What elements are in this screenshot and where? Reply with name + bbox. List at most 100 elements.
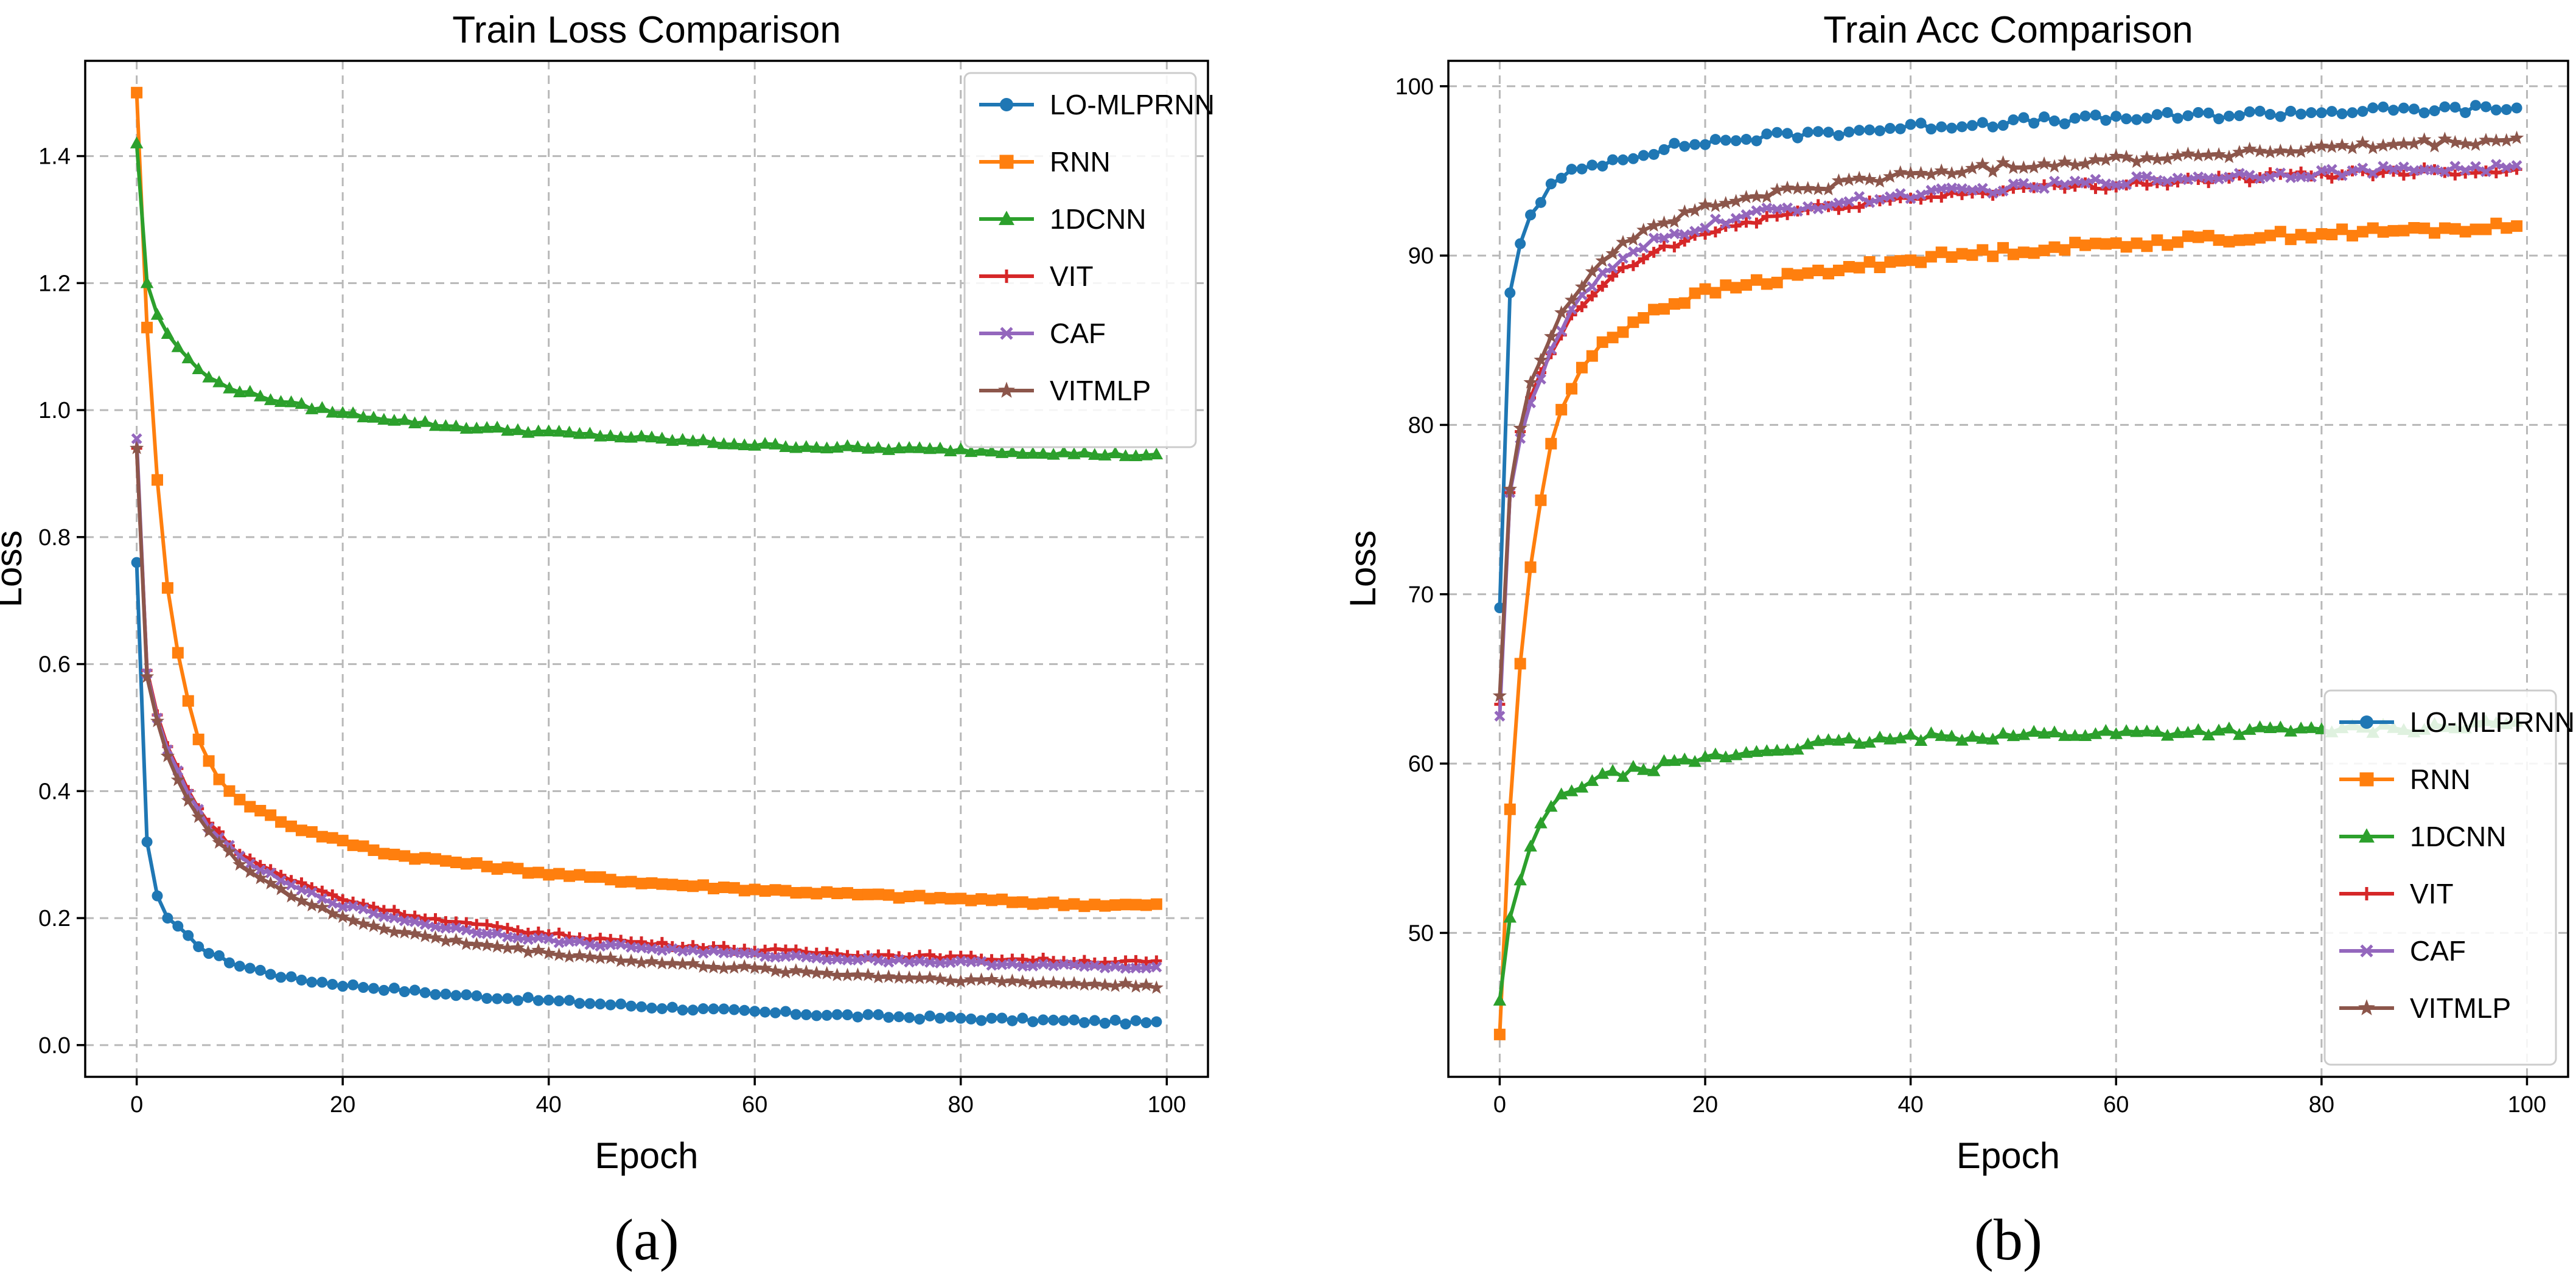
data-point	[1956, 189, 1968, 200]
data-point	[2089, 237, 2101, 249]
data-point	[955, 893, 967, 905]
data-point	[492, 993, 503, 1004]
data-point	[1955, 165, 1969, 179]
data-point	[2418, 107, 2430, 119]
series-lo-mlprnn	[131, 557, 1162, 1030]
data-point	[831, 1009, 843, 1020]
data-point	[842, 887, 854, 899]
data-point	[1771, 127, 1783, 138]
data-point	[1576, 163, 1588, 175]
data-point	[397, 412, 411, 425]
data-point	[1078, 955, 1090, 966]
data-point	[944, 893, 957, 905]
data-point	[666, 879, 679, 891]
data-point	[532, 866, 545, 879]
data-point	[543, 994, 554, 1006]
data-point	[2162, 175, 2173, 187]
data-point	[1821, 181, 1836, 196]
data-point	[986, 959, 997, 971]
data-point	[1523, 375, 1538, 389]
y-tick-label: 0.2	[38, 906, 71, 931]
data-point	[851, 440, 865, 453]
data-point	[1720, 279, 1732, 291]
data-point	[1720, 218, 1731, 229]
data-point	[2098, 152, 2113, 166]
data-point	[1708, 198, 1723, 212]
data-point	[1109, 1014, 1121, 1026]
data-point	[2068, 158, 2082, 172]
data-point	[2160, 728, 2174, 741]
data-point	[501, 423, 514, 436]
data-point	[408, 926, 422, 940]
data-point	[1108, 446, 1122, 459]
data-point	[944, 1011, 956, 1023]
data-point	[873, 1009, 884, 1020]
data-point	[1638, 253, 1649, 265]
data-point	[675, 433, 689, 445]
legend-label: LO-MLPRNN	[1050, 89, 1215, 120]
data-point	[605, 939, 616, 950]
data-point	[1616, 235, 1630, 249]
data-point	[1966, 120, 1978, 131]
data-point	[481, 928, 493, 939]
data-point	[595, 933, 606, 944]
data-point	[244, 858, 256, 869]
data-point	[2193, 171, 2204, 183]
data-point	[1740, 134, 1752, 145]
data-point	[924, 949, 935, 961]
data-point	[543, 933, 554, 945]
data-point	[2151, 725, 2164, 737]
data-point	[2048, 175, 2060, 187]
data-point	[573, 869, 585, 881]
data-point	[2355, 135, 2370, 149]
data-point	[2048, 725, 2061, 737]
data-point	[1997, 185, 2009, 197]
data-point	[347, 839, 359, 851]
data-point	[1801, 737, 1815, 750]
data-point	[368, 844, 380, 856]
data-point	[1730, 220, 1742, 232]
data-point	[852, 1011, 864, 1023]
data-point	[1873, 174, 1887, 188]
series-rnn	[131, 86, 1162, 913]
data-point	[706, 959, 721, 973]
data-point	[2244, 106, 2255, 117]
data-point	[2008, 178, 2019, 190]
data-point	[2347, 107, 2358, 119]
data-point	[1554, 305, 1569, 319]
data-point	[820, 966, 834, 979]
data-point	[1709, 747, 1722, 760]
data-point	[2398, 224, 2410, 237]
data-point	[265, 809, 277, 821]
data-point	[2367, 168, 2379, 179]
data-point	[1058, 1015, 1070, 1026]
data-point	[1140, 899, 1152, 911]
data-point	[994, 974, 1010, 988]
data-point	[1150, 447, 1164, 459]
data-point	[2378, 161, 2389, 172]
data-point	[1946, 251, 1958, 263]
data-point	[254, 805, 267, 817]
data-point	[1120, 962, 1131, 974]
data-point	[1936, 121, 1947, 133]
data-point	[450, 856, 462, 868]
data-point	[492, 920, 503, 932]
data-point	[131, 557, 142, 568]
data-point	[604, 874, 616, 886]
data-point	[892, 441, 906, 454]
data-point	[574, 998, 585, 1009]
data-point	[2131, 171, 2142, 183]
data-point	[1038, 1014, 1049, 1026]
data-point	[1915, 189, 1927, 201]
data-point	[430, 853, 442, 865]
data-point	[203, 755, 215, 767]
data-point	[440, 922, 452, 934]
data-point	[2408, 103, 2420, 115]
data-point	[1545, 799, 1558, 812]
data-point	[624, 431, 638, 443]
data-point	[2449, 161, 2461, 172]
data-point	[718, 947, 730, 959]
data-point	[1966, 729, 1979, 742]
data-point	[1140, 962, 1152, 974]
data-point	[388, 848, 400, 860]
